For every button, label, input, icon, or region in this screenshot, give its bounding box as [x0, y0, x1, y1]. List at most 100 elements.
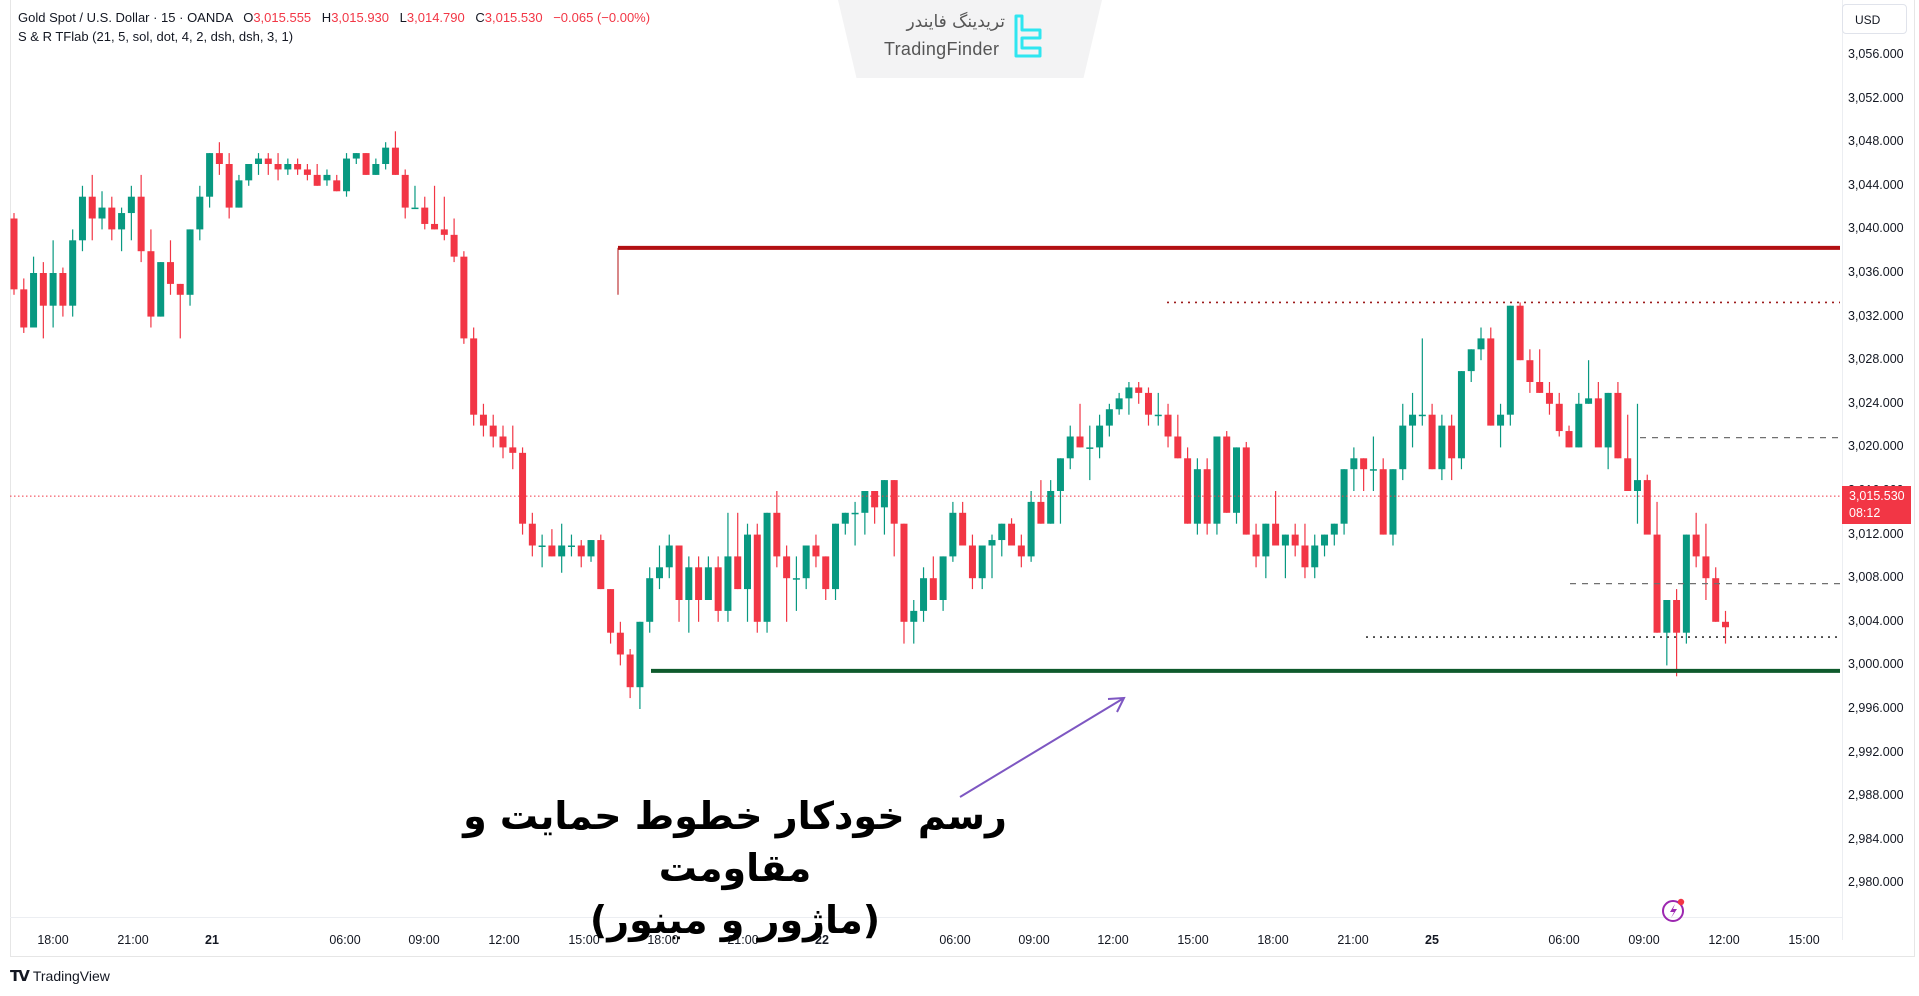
candle-up	[1262, 523, 1270, 557]
time-tick: 12:00	[1708, 933, 1740, 947]
candle-down	[822, 556, 830, 590]
time-tick: 21:00	[1337, 933, 1369, 947]
candle-down	[1565, 431, 1573, 448]
candle-down	[264, 158, 272, 164]
time-tick: 06:00	[1548, 933, 1580, 947]
time-tick: 09:00	[1018, 933, 1050, 947]
candle-down	[871, 491, 879, 508]
price-tick: 3,032.000	[1848, 308, 1904, 323]
candle-down	[499, 436, 507, 448]
candle-up	[284, 164, 292, 170]
currency-button[interactable]: USD	[1842, 4, 1907, 34]
price-tick: 3,012.000	[1848, 526, 1904, 541]
candle-down	[10, 218, 18, 290]
candle-down	[20, 289, 28, 328]
candle-up	[832, 523, 840, 590]
candle-down	[900, 523, 908, 622]
candle-up	[792, 578, 800, 580]
time-axis[interactable]	[10, 917, 1842, 958]
price-tick: 3,044.000	[1848, 177, 1904, 192]
candle-up	[98, 207, 106, 219]
price-tick: 3,040.000	[1848, 221, 1904, 236]
indicator-legend[interactable]: S & R TFlab (21, 5, sol, dot, 4, 2, dsh,…	[18, 29, 294, 44]
current-price: 3,015.530	[1849, 489, 1905, 503]
candle-up	[538, 545, 546, 547]
candle-up	[1086, 447, 1094, 449]
candle-up	[69, 240, 77, 306]
time-tick: 09:00	[408, 933, 440, 947]
tradingview-logo[interactable]: TV TradingView	[10, 967, 110, 985]
candle-down	[1712, 578, 1720, 622]
candle-down	[528, 523, 536, 546]
open-label: O	[243, 10, 254, 25]
candle-down	[1272, 523, 1280, 546]
candle-down	[812, 545, 820, 557]
candle-down	[479, 414, 487, 426]
annotation-arrow	[959, 697, 1125, 798]
candle-down	[440, 229, 448, 235]
candle-up	[1047, 491, 1055, 524]
low-label: L	[399, 10, 407, 25]
candle-up	[558, 545, 566, 557]
time-tick: 15:00	[568, 933, 600, 947]
price-tick: 3,036.000	[1848, 265, 1904, 279]
price-tick: 3,056.000	[1848, 47, 1904, 61]
candle-up	[1575, 403, 1583, 448]
candle-up	[1213, 436, 1221, 524]
candle-down	[176, 283, 184, 295]
candle-down	[333, 180, 341, 192]
candle-up	[1096, 425, 1104, 448]
price-tick: 3,020.000	[1848, 439, 1904, 454]
candle-up	[1506, 305, 1514, 415]
candle-down	[362, 153, 370, 175]
candle-down	[450, 234, 458, 257]
candle-down	[1017, 545, 1025, 557]
time-tick: 22	[815, 933, 829, 947]
candle-up	[1369, 469, 1377, 471]
candle-up	[372, 164, 380, 175]
candle-down	[1448, 425, 1456, 459]
candle-down	[1242, 447, 1250, 535]
candle-up	[49, 273, 57, 306]
time-tick: 06:00	[329, 933, 361, 947]
candle-up	[1457, 371, 1465, 459]
candle-down	[294, 164, 302, 170]
ohlc-row: Gold Spot / U.S. Dollar · 15 · OANDA O3,…	[18, 8, 650, 27]
candle-down	[577, 545, 585, 557]
candle-up	[1154, 414, 1162, 417]
candle-up	[1105, 409, 1113, 426]
price-tick: 2,996.000	[1848, 701, 1904, 715]
price-axis[interactable]	[1842, 0, 1919, 940]
change-value: −0.065 (−0.00%)	[553, 10, 651, 25]
candle-down	[1184, 458, 1192, 524]
candle-down	[59, 273, 67, 306]
candle-up	[235, 180, 243, 208]
symbol-title[interactable]: Gold Spot / U.S. Dollar · 15 · OANDA	[18, 10, 233, 25]
candle-down	[675, 545, 683, 600]
annotation-line-1: رسم خودکار خطوط حمایت و مقاومت	[463, 794, 1007, 890]
candle-up	[949, 512, 957, 557]
time-tick: 21:00	[117, 933, 149, 947]
candle-up	[411, 207, 419, 210]
candle-up	[323, 174, 331, 181]
annotation-text: رسم خودکار خطوط حمایت و مقاومت (ماژور و …	[420, 790, 1050, 946]
candle-down	[225, 164, 233, 208]
candle-down	[1291, 534, 1299, 546]
candle-down	[1643, 480, 1651, 535]
candle-up	[1467, 349, 1475, 372]
candle-down	[548, 545, 556, 557]
candle-up	[1115, 398, 1123, 410]
candle-up	[1311, 545, 1319, 568]
lightning-alert-icon[interactable]	[1659, 895, 1689, 925]
price-tick: 3,004.000	[1848, 613, 1904, 628]
candle-down	[519, 452, 527, 524]
candle-up	[1633, 480, 1641, 491]
watermark-brand-fa: تریدینگ فایندر	[906, 12, 1005, 32]
candle-down	[959, 512, 967, 546]
price-tick: 3,048.000	[1848, 134, 1904, 149]
candle-up	[206, 153, 214, 197]
price-tick: 3,008.000	[1848, 570, 1904, 585]
candle-up	[1125, 387, 1133, 399]
candle-down	[1487, 338, 1495, 426]
